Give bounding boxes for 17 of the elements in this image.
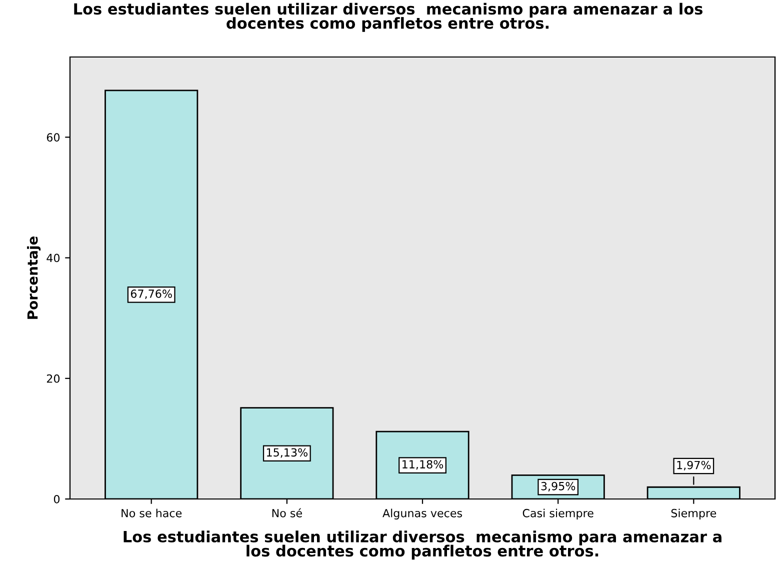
y-tick-label: 20 bbox=[46, 374, 60, 383]
data-label: 1,97% bbox=[677, 460, 711, 470]
x-axis-title: Los estudiantes suelen utilizar diversos mecanismo para amenazar a los docentes como panfletos entre otros. bbox=[124, 530, 722, 560]
x-tick-label: No sé bbox=[272, 508, 302, 518]
y-tick-label: 40 bbox=[46, 254, 60, 262]
y-tick-label: 0 bbox=[54, 494, 60, 504]
y-tick-label: 60 bbox=[46, 133, 60, 142]
data-label: 3,95% bbox=[541, 482, 576, 492]
x-tick-label: Casi siempre bbox=[522, 508, 594, 520]
data-label: 67,76% bbox=[130, 290, 172, 300]
y-axis-title: Porcentaje bbox=[27, 236, 41, 319]
x-tick-label: No se hace bbox=[122, 508, 182, 518]
data-label: 11,18% bbox=[402, 460, 444, 470]
data-label: 15,13% bbox=[266, 448, 308, 458]
x-tick-label: Algunas veces bbox=[382, 508, 462, 520]
chart-title: Los estudiantes suelen utilizar diversos mecanismo para amenazar a los docentes como panfletos entre otros. bbox=[74, 2, 702, 32]
x-tick-label: Siempre bbox=[671, 508, 716, 520]
